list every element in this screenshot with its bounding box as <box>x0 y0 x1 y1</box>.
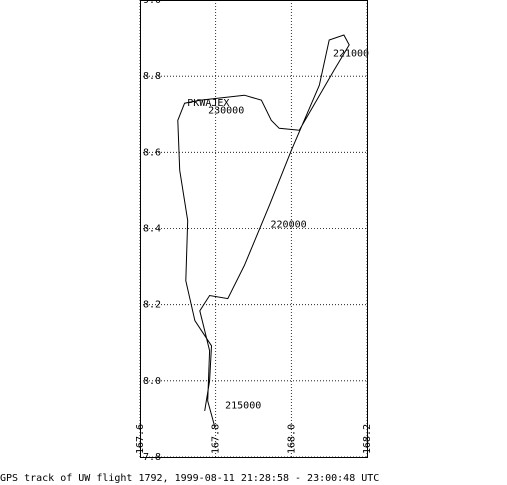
annotation: PKWAJEX <box>187 98 229 109</box>
y-tick-label: 8.0 <box>143 376 161 387</box>
y-tick-label: 7.8 <box>143 452 161 463</box>
y-tick-label: 8.8 <box>143 71 161 82</box>
chart-title: GPS track of UW flight 1792, 1999-08-11 … <box>0 473 379 484</box>
plot-frame <box>140 0 368 458</box>
x-tick-label: 167.6 <box>135 424 146 454</box>
annotation: 220000 <box>271 220 307 231</box>
x-tick-label: 168.0 <box>286 424 297 454</box>
annotation: 230000 <box>208 105 244 116</box>
track-line <box>177 34 350 426</box>
x-tick-label: 168.2 <box>362 424 373 454</box>
y-tick-label: 8.2 <box>143 300 161 311</box>
y-tick-label: 8.4 <box>143 224 161 235</box>
x-tick-label: 167.8 <box>211 424 222 454</box>
y-tick-label: 9.0 <box>143 0 161 6</box>
annotation: 215000 <box>225 401 261 412</box>
y-tick-label: 8.6 <box>143 147 161 158</box>
annotation: 221000 <box>333 48 369 59</box>
